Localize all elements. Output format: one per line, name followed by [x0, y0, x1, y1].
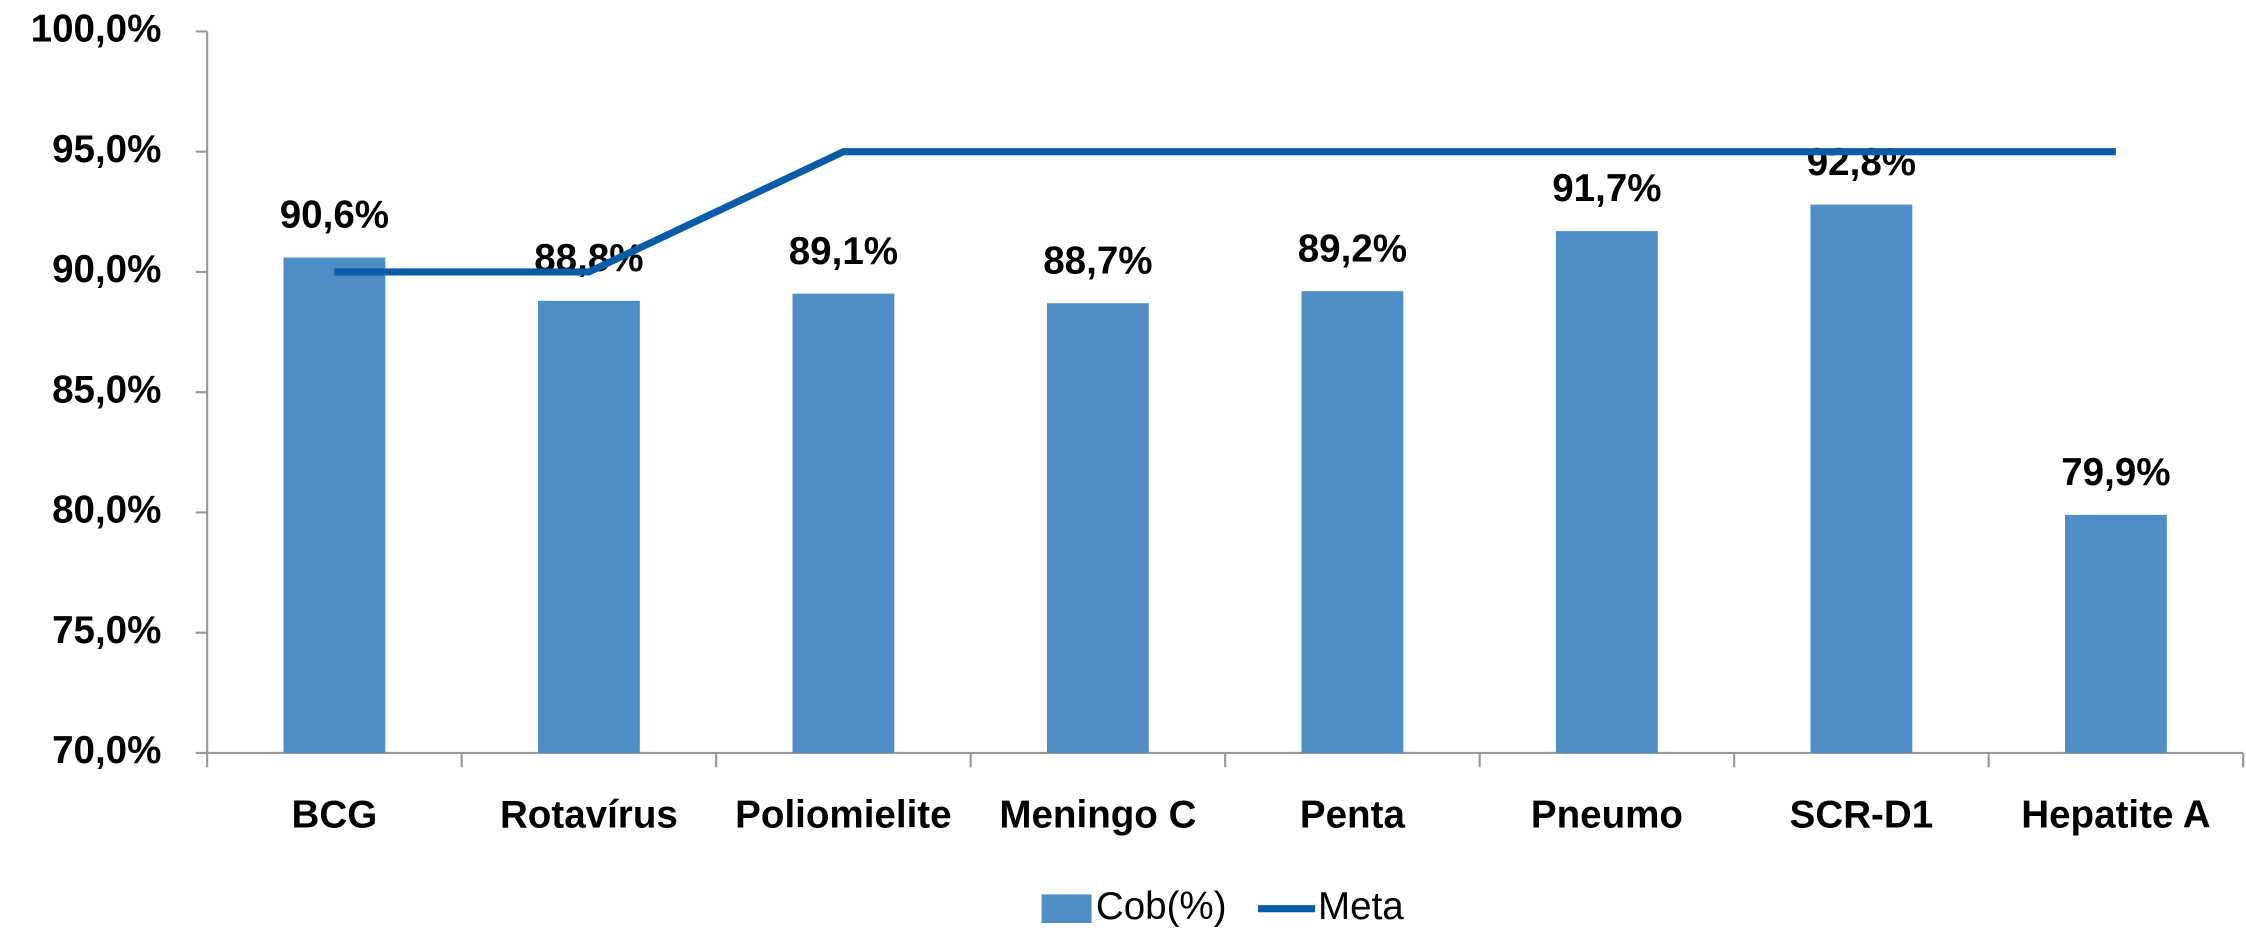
y-tick-label: 85,0%	[52, 368, 161, 411]
value-label: 90,6%	[280, 194, 389, 237]
value-label: 88,7%	[1043, 239, 1152, 282]
legend-label: Cob(%)	[1096, 885, 1227, 928]
value-label: 89,2%	[1298, 227, 1407, 270]
y-tick-label: 100,0%	[31, 8, 162, 51]
bar	[2065, 514, 2167, 753]
y-tick-label: 70,0%	[52, 729, 161, 772]
line	[334, 148, 2116, 276]
x-tick-label: BCG	[292, 793, 378, 836]
value-label: 91,7%	[1552, 167, 1661, 210]
bar	[537, 300, 640, 753]
y-tick-label: 95,0%	[52, 128, 161, 171]
x-tick-label: Meningo C	[999, 793, 1196, 836]
x-tick-label: Pneumo	[1531, 793, 1683, 836]
x-tick-label: Rotavírus	[500, 793, 678, 836]
y-tick-label: 90,0%	[52, 248, 161, 291]
legend-label: Meta	[1318, 885, 1404, 928]
value-label: 79,9%	[2061, 451, 2170, 494]
x-tick-label: Hepatite A	[2021, 793, 2210, 836]
bar	[1047, 303, 1149, 753]
value-label: 92,8%	[1807, 141, 1916, 184]
x-tick-label: Poliomielite	[735, 793, 951, 836]
legend-swatch	[1041, 894, 1092, 923]
bar	[283, 257, 386, 753]
y-tick-label: 75,0%	[52, 609, 161, 652]
bar	[792, 293, 895, 753]
bar	[1556, 231, 1658, 753]
value-label: 89,1%	[789, 230, 898, 273]
x-tick-label: SCR-D1	[1790, 793, 1934, 836]
x-tick-label: Penta	[1300, 793, 1406, 836]
y-tick-label: 80,0%	[52, 489, 161, 532]
bar	[1810, 204, 1913, 753]
bar	[1301, 291, 1404, 753]
